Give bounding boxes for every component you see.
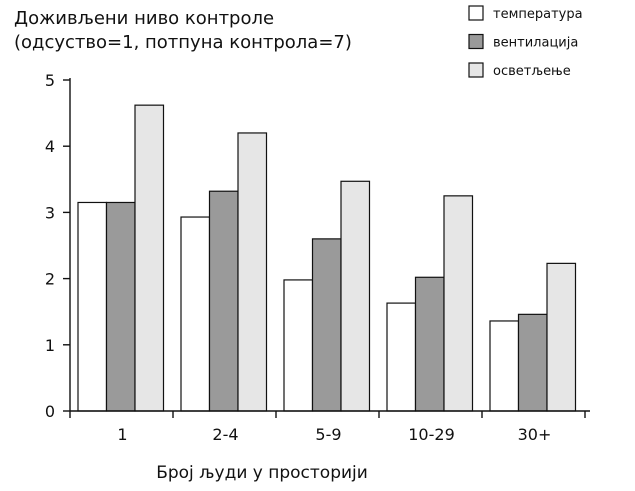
bar-2-4 — [414, 276, 445, 412]
legend-swatch-2 — [468, 33, 484, 50]
y-tick-label-5: 5 — [45, 71, 55, 90]
y-tick-label-4: 4 — [45, 137, 55, 156]
chart-title-line-2: (одсуство=1, потпуна контрола=7) — [14, 32, 352, 53]
bar-1-2 — [180, 216, 211, 412]
bar-2-5 — [517, 313, 548, 412]
legend-swatch-1 — [468, 5, 484, 21]
bar-3-5 — [546, 262, 577, 412]
bars-group — [77, 104, 577, 412]
bar-1-5 — [489, 320, 520, 412]
bar-1-3 — [283, 279, 314, 412]
bar-1-4 — [386, 302, 417, 412]
y-tick-label-1: 1 — [45, 336, 55, 355]
legend: температура вентилација осветљење — [468, 5, 583, 79]
bar-3-4 — [443, 195, 474, 412]
legend-label-2: вентилација — [493, 36, 578, 51]
x-tick-label-4: 10-29 — [408, 425, 455, 444]
chart-title-line-1: Доживљени ниво контроле — [14, 8, 274, 29]
x-tick-label-5: 30+ — [518, 425, 552, 444]
bar-3-1 — [134, 104, 165, 412]
axes-group: 0 1 2 3 4 5 1 2-4 5-9 10-29 30+ — [45, 71, 590, 444]
y-tick-label-0: 0 — [45, 402, 55, 421]
legend-swatch-3 — [468, 62, 484, 78]
bar-2-2 — [208, 190, 239, 412]
bar-1-1 — [77, 201, 108, 412]
y-tick-label-2: 2 — [45, 270, 55, 289]
x-tick-label-2: 2-4 — [212, 425, 238, 444]
x-tick-label-3: 5-9 — [315, 425, 341, 444]
x-tick-label-1: 1 — [117, 425, 127, 444]
y-tick-label-3: 3 — [45, 203, 55, 222]
x-axis-label: Број људи у просторији — [156, 463, 368, 483]
bar-3-3 — [340, 180, 371, 412]
legend-label-3: осветљење — [493, 64, 571, 79]
bar-2-1 — [105, 201, 136, 412]
bar-3-2 — [237, 132, 268, 412]
legend-label-1: температура — [493, 7, 583, 22]
bar-2-3 — [311, 238, 342, 412]
